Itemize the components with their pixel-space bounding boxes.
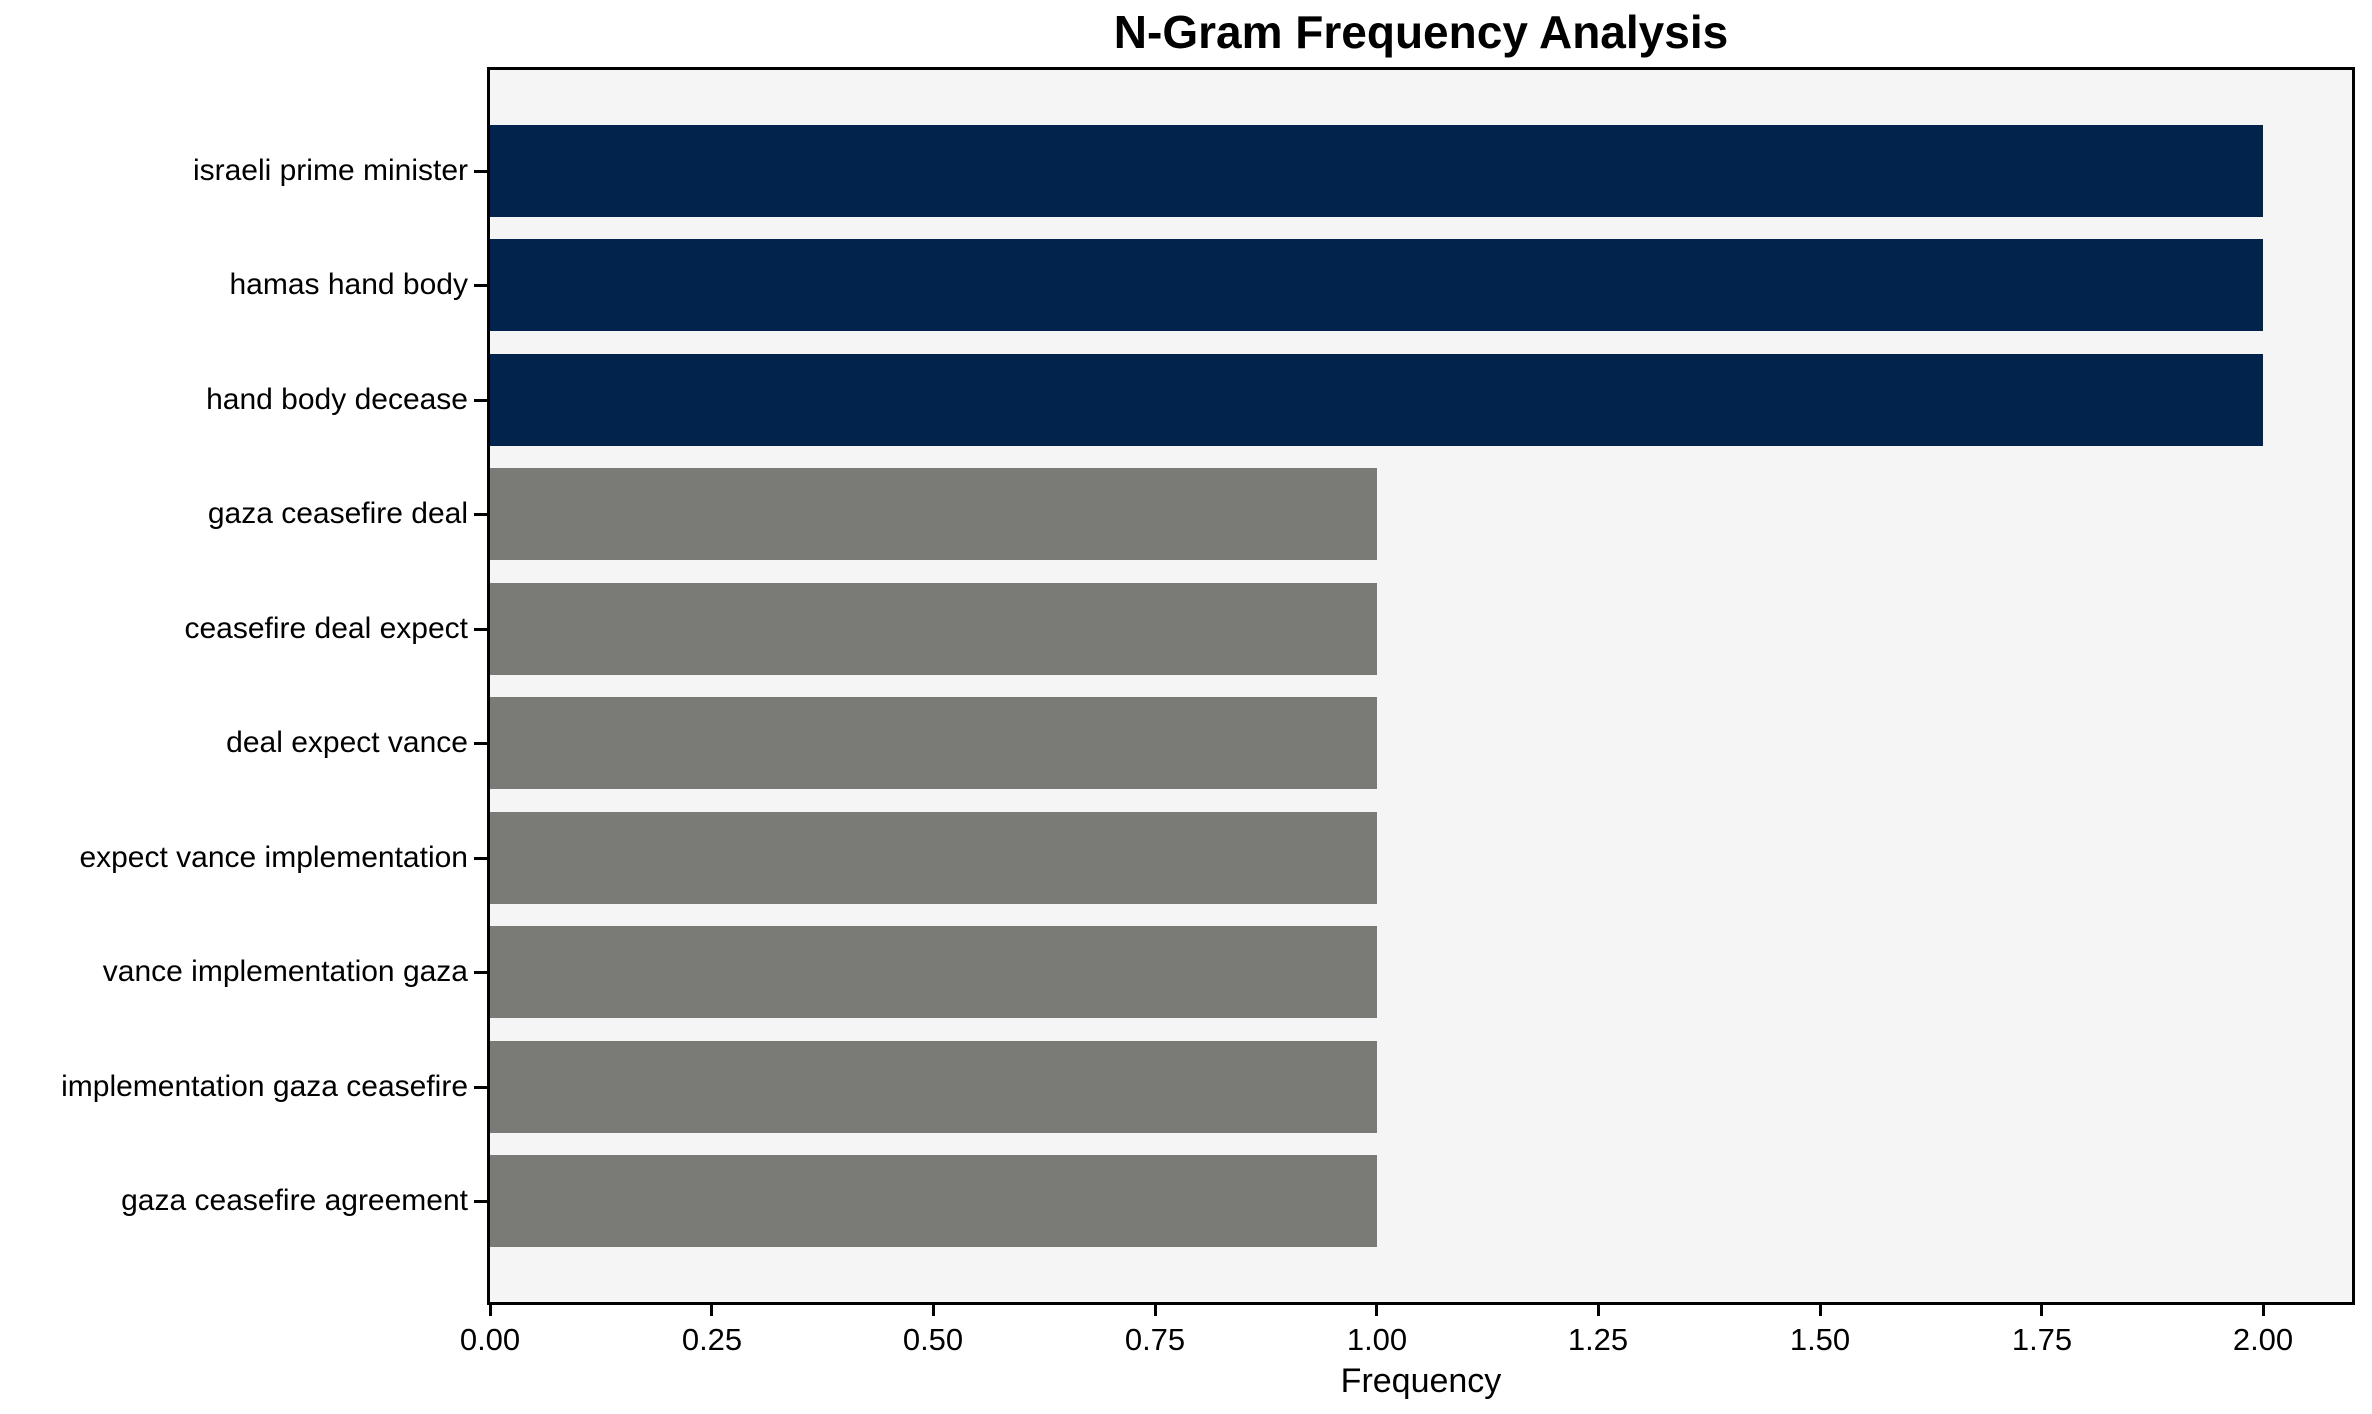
x-tick-mark bbox=[2040, 1303, 2043, 1316]
x-tick-label: 2.00 bbox=[2232, 1322, 2294, 1357]
y-tick-mark bbox=[474, 742, 487, 745]
y-tick-mark bbox=[474, 1200, 487, 1203]
x-tick-mark bbox=[1154, 1303, 1157, 1316]
x-axis-label: Frequency bbox=[1340, 1362, 1502, 1400]
bar-hamas-hand-body bbox=[490, 239, 2263, 331]
plot-area bbox=[487, 67, 2355, 1305]
bar-gaza-ceasefire-deal bbox=[490, 468, 1377, 560]
y-tick-mark bbox=[474, 1086, 487, 1089]
y-tick-label: israeli prime minister bbox=[192, 154, 468, 187]
x-tick-label: 1.25 bbox=[1567, 1322, 1629, 1357]
y-tick-label: hand body decease bbox=[206, 383, 468, 416]
y-tick-label: ceasefire deal expect bbox=[184, 612, 468, 645]
y-tick-mark bbox=[474, 399, 487, 402]
y-tick-label: gaza ceasefire agreement bbox=[121, 1184, 468, 1217]
bar-vance-implementation-gaza bbox=[490, 926, 1377, 1018]
x-tick-mark bbox=[1597, 1303, 1600, 1316]
y-tick-mark bbox=[474, 971, 487, 974]
y-tick-label: hamas hand body bbox=[229, 268, 468, 301]
bar-expect-vance-implementation bbox=[490, 812, 1377, 904]
y-tick-label: vance implementation gaza bbox=[102, 955, 468, 988]
y-tick-label: gaza ceasefire deal bbox=[207, 497, 468, 530]
x-tick-label: 0.50 bbox=[902, 1322, 964, 1357]
y-tick-mark bbox=[474, 628, 487, 631]
x-tick-label: 0.25 bbox=[681, 1322, 743, 1357]
bar-implementation-gaza-ceasefire bbox=[490, 1041, 1377, 1133]
bar-hand-body-decease bbox=[490, 354, 2263, 446]
y-tick-mark bbox=[474, 170, 487, 173]
x-tick-label: 1.50 bbox=[1789, 1322, 1851, 1357]
y-tick-label: expect vance implementation bbox=[79, 841, 468, 874]
y-tick-mark bbox=[474, 284, 487, 287]
bar-ceasefire-deal-expect bbox=[490, 583, 1377, 675]
y-tick-mark bbox=[474, 513, 487, 516]
x-tick-mark bbox=[2262, 1303, 2265, 1316]
y-tick-mark bbox=[474, 857, 487, 860]
x-tick-label: 1.00 bbox=[1346, 1322, 1408, 1357]
x-tick-label: 0.75 bbox=[1124, 1322, 1186, 1357]
bar-gaza-ceasefire-agreement bbox=[490, 1155, 1377, 1247]
bar-deal-expect-vance bbox=[490, 697, 1377, 789]
bar-israeli-prime-minister bbox=[490, 125, 2263, 217]
y-tick-label: deal expect vance bbox=[226, 726, 468, 759]
x-tick-mark bbox=[932, 1303, 935, 1316]
x-tick-label: 0.00 bbox=[459, 1322, 521, 1357]
x-tick-mark bbox=[1375, 1303, 1378, 1316]
y-tick-label: implementation gaza ceasefire bbox=[61, 1070, 468, 1103]
x-tick-label: 1.75 bbox=[2011, 1322, 2073, 1357]
chart-title: N-Gram Frequency Analysis bbox=[1113, 6, 1729, 58]
x-tick-mark bbox=[1819, 1303, 1822, 1316]
x-tick-mark bbox=[489, 1303, 492, 1316]
x-tick-mark bbox=[710, 1303, 713, 1316]
